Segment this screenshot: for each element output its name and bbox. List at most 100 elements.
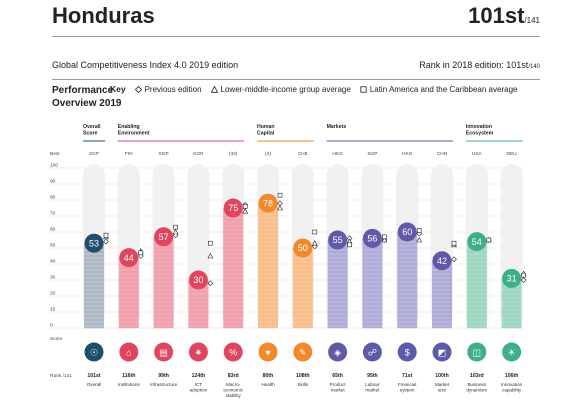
pillar-name: Market xyxy=(435,382,450,387)
latin-america-marker xyxy=(382,234,387,240)
performance-title: Performance Overview 2019 xyxy=(52,84,122,110)
group-heading: Innovation xyxy=(466,124,492,130)
pillar-rank: 99th xyxy=(158,373,169,379)
score-value: 78 xyxy=(263,198,273,208)
axis-tick-label: 10 xyxy=(50,307,56,313)
score-value: 55 xyxy=(333,235,343,245)
institution-icon xyxy=(119,342,139,362)
best-label: Best xyxy=(50,151,60,157)
pillar-name: Labour xyxy=(365,382,380,387)
score-circle xyxy=(293,238,313,258)
score-value: 60 xyxy=(402,227,412,237)
best-country-label: CHE xyxy=(298,151,308,157)
best-country-label: SGP xyxy=(159,151,169,157)
rank-2018-of: /140 xyxy=(528,64,540,70)
financial-system-icon xyxy=(397,342,417,362)
ict-icon-glyph: ✷ xyxy=(195,348,203,358)
health-icon-glyph: ♥ xyxy=(265,348,270,358)
pillar-name: Institutions xyxy=(118,382,141,387)
previous-edition-marker xyxy=(451,256,457,263)
market-size-icon xyxy=(432,342,452,362)
axis-tick-label: 90 xyxy=(50,179,56,185)
legend-item-lac: Latin America and the Caribbean average xyxy=(360,84,518,94)
labour-market-icon xyxy=(362,342,382,362)
latin-america-marker xyxy=(416,228,422,233)
axis-tick-label: 40 xyxy=(50,259,56,265)
score-circle xyxy=(502,268,522,288)
latin-america-marker xyxy=(173,224,178,230)
score-value: 50 xyxy=(298,243,308,253)
latin-america-marker xyxy=(138,250,144,256)
axis-tick-label: 50 xyxy=(50,243,56,249)
pillar-name: market xyxy=(365,388,380,393)
latin-america-marker xyxy=(451,240,457,246)
lower-middle-income-marker xyxy=(381,236,388,243)
market-size-icon-glyph: ◩ xyxy=(438,348,447,358)
rank-2018: Rank in 2018 edition: 101st/140 xyxy=(419,60,540,70)
pillar-rank: 103rd xyxy=(470,373,484,379)
pillar-rank: 100th xyxy=(435,373,449,379)
score-value: 30 xyxy=(193,275,203,285)
legend-key-label: Key xyxy=(110,84,126,94)
pillar-name: Health xyxy=(261,382,275,387)
divider-mid xyxy=(52,79,540,80)
legend-label-previous: Previous edition xyxy=(144,84,202,94)
score-value: 57 xyxy=(159,232,169,242)
pillar-name: Product xyxy=(330,382,347,387)
pillar-name: market xyxy=(331,388,346,393)
axis-tick-label: 80 xyxy=(50,195,56,201)
pillar-name: stability xyxy=(226,393,242,398)
overall-rank: 101st/141 xyxy=(468,3,540,29)
score-bar xyxy=(153,236,174,328)
edition-label: Global Competitiveness Index 4.0 2019 ed… xyxy=(52,60,239,70)
financial-system-icon-glyph: $ xyxy=(405,348,410,358)
score-value: 42 xyxy=(437,256,447,266)
innovation-capability-icon-glyph: ☀ xyxy=(508,348,516,358)
health-icon xyxy=(258,342,278,362)
skills-icon xyxy=(293,342,313,362)
score-circle xyxy=(467,232,487,252)
best-country-label: USA xyxy=(472,151,483,157)
lower-middle-income-marker xyxy=(277,204,283,211)
previous-edition-marker xyxy=(103,238,109,245)
score-circle xyxy=(397,222,417,242)
pillar-name: Innovation xyxy=(501,382,523,387)
best-country-label: FIN xyxy=(125,151,133,157)
pillar-rank: 124th xyxy=(192,373,206,379)
score-value: 44 xyxy=(124,253,134,263)
latin-america-marker xyxy=(486,237,492,243)
score-value: 53 xyxy=(89,238,99,248)
medal-icon xyxy=(84,342,104,362)
pillar-rank: 71st xyxy=(402,373,413,379)
group-heading: Environment xyxy=(118,130,150,136)
pillar-rank: 116th xyxy=(122,373,135,379)
product-market-icon xyxy=(328,342,348,362)
ict-icon xyxy=(188,342,208,362)
score-circle xyxy=(328,230,348,250)
divider-top xyxy=(52,36,540,37)
institution-icon-glyph: ⌂ xyxy=(126,348,131,358)
axis-tick-label: 30 xyxy=(50,275,56,281)
legend-item-previous: Previous edition xyxy=(134,84,202,94)
country-title: Honduras xyxy=(52,3,155,28)
legend: Key Previous edition Lower-middle-income… xyxy=(110,84,517,94)
performance-title-line2: Overview 2019 xyxy=(52,98,122,109)
overall-rank-value: 101st xyxy=(468,3,525,28)
macro-icon-glyph: % xyxy=(229,348,237,358)
innovation-capability-icon xyxy=(502,342,522,362)
square-icon xyxy=(360,85,367,93)
pillar-name: ICT xyxy=(195,382,203,387)
score-bar xyxy=(501,278,522,328)
latin-america-marker xyxy=(103,232,109,238)
pillar-name: system xyxy=(400,388,415,393)
rank-2018-label: Rank in 2018 edition: 101st xyxy=(419,60,529,70)
score-label: Score xyxy=(50,336,63,342)
pillar-name: Financial xyxy=(398,382,416,387)
score-circle xyxy=(119,248,139,268)
best-country-label: (4) xyxy=(265,151,271,157)
pillar-name: economic xyxy=(223,388,243,393)
score-circle xyxy=(258,193,278,213)
labour-market-icon-glyph: ☍ xyxy=(368,348,377,358)
legend-label-lac: Latin America and the Caribbean average xyxy=(369,84,518,94)
